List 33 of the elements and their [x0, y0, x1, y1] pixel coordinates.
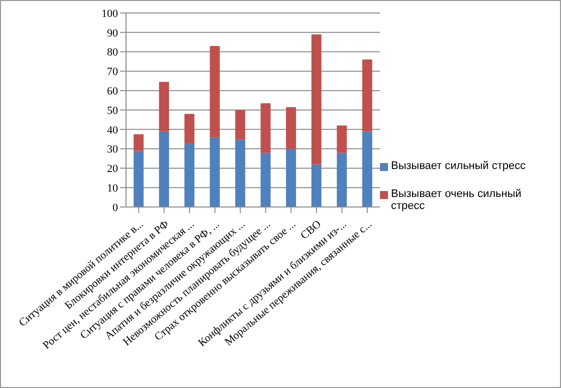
y-tick-label: 0 [112, 202, 118, 214]
bar [184, 114, 194, 143]
bar [260, 103, 271, 153]
bar [260, 152, 271, 207]
y-tick-label: 10 [107, 182, 118, 195]
y-tick-label: 100 [102, 8, 118, 20]
y-tick-label: 70 [107, 66, 118, 78]
bar [235, 139, 246, 207]
bar [286, 107, 296, 149]
bar [184, 142, 194, 207]
bar [362, 131, 372, 207]
legend-label: Вызывает сильный стресс [391, 160, 526, 172]
bar [336, 152, 347, 207]
y-tick-label: 60 [107, 86, 118, 98]
y-tick-label: 80 [107, 46, 118, 59]
bar [159, 131, 170, 207]
bar [286, 148, 296, 207]
bar [235, 110, 246, 140]
y-tick-label: 50 [107, 104, 118, 117]
y-tick-label: 40 [107, 124, 118, 136]
bar [134, 134, 144, 151]
bar [210, 137, 220, 207]
y-tick-label: 20 [107, 163, 118, 176]
bar [210, 46, 220, 138]
bar [362, 60, 372, 132]
bar [336, 126, 347, 153]
bar [159, 82, 170, 132]
bar [311, 164, 322, 207]
y-tick-label: 30 [107, 144, 118, 156]
bar [311, 34, 322, 164]
y-tick-label: 90 [107, 27, 118, 40]
bar [134, 150, 144, 207]
legend-label: Вызывает очень сильный стресс [391, 188, 522, 212]
